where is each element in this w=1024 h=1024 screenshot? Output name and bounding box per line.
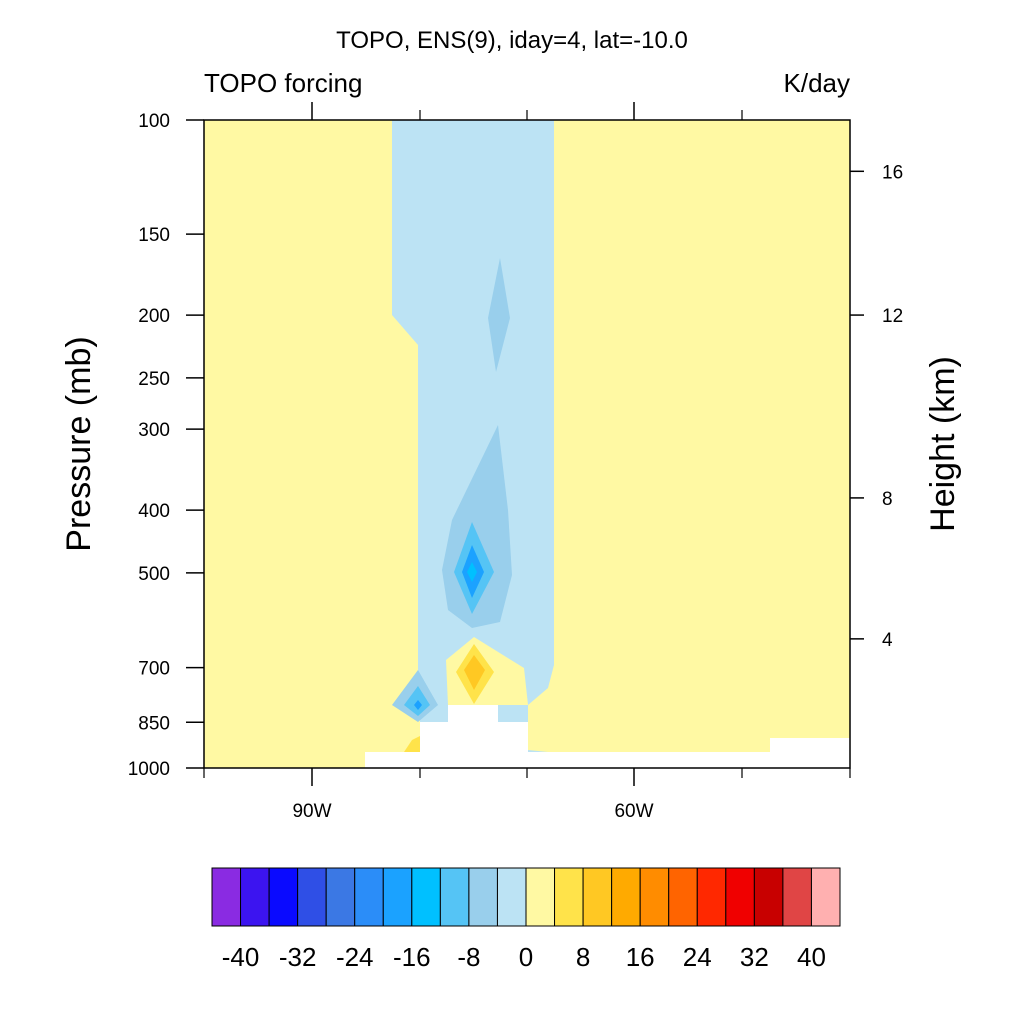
x-tick-label: 90W: [292, 801, 331, 822]
colorbar-swatch: [468, 867, 498, 927]
surface-positive-patch: [404, 736, 420, 752]
plot-area: [203, 119, 851, 769]
colorbar-label: 24: [683, 942, 712, 972]
colorbar-swatch: [268, 867, 299, 927]
colorbar-swatch: [668, 867, 698, 927]
colorbar-swatch: [211, 867, 242, 927]
y-tick-label: 100: [138, 111, 170, 132]
x-axis: 90W 60W: [203, 102, 851, 822]
y-tick-label: 400: [138, 501, 170, 522]
topography-mask: [365, 705, 850, 768]
colorbar-label: -24: [336, 942, 374, 972]
colorbar-swatch: [554, 867, 584, 927]
colorbar-label: 0: [519, 942, 533, 972]
low-maximum: [464, 655, 485, 690]
y-axis-label: Pressure (mb): [60, 336, 98, 551]
colorbar-swatch: [582, 867, 613, 927]
height-axis: 16 12 8 4: [850, 162, 903, 651]
low-minimum: [414, 700, 422, 710]
colorbar-swatch: [639, 867, 670, 927]
negative-band: [392, 120, 554, 752]
height-tick-label: 16: [882, 162, 903, 183]
colorbar-swatch: [240, 867, 270, 927]
colorbar-label: -16: [393, 942, 431, 972]
colorbar-label: 16: [626, 942, 655, 972]
colorbar-swatch: [297, 867, 327, 927]
y-tick-label: 500: [138, 564, 170, 585]
y-tick-label: 700: [138, 659, 170, 680]
colorbar-swatch: [810, 867, 841, 927]
colorbar-swatch: [354, 867, 384, 927]
units-subtitle: K/day: [784, 68, 851, 98]
y-tick-label: 150: [138, 225, 170, 246]
colorbar-swatch: [411, 867, 441, 927]
left-subtitle: TOPO forcing: [204, 68, 362, 98]
y-tick-label: 850: [138, 713, 170, 734]
height-tick-label: 4: [882, 630, 893, 651]
colorbar-swatch: [753, 867, 784, 927]
height-tick-label: 8: [882, 489, 893, 510]
colorbar-swatch: [325, 867, 356, 927]
y-tick-label: 250: [138, 369, 170, 390]
right-axis-label: Height (km): [924, 356, 962, 532]
colorbar-label: 8: [576, 942, 590, 972]
colorbar-swatch: [611, 867, 641, 927]
midlevel-minimum: [467, 562, 477, 582]
y-tick-label: 300: [138, 420, 170, 441]
colorbar-swatch: [496, 867, 527, 927]
colorbar-label: -32: [279, 942, 317, 972]
chart-title: TOPO, ENS(9), iday=4, lat=-10.0: [336, 27, 688, 54]
colorbar-label: 40: [797, 942, 826, 972]
colorbar-label: 32: [740, 942, 769, 972]
colorbar-label: -8: [457, 942, 480, 972]
height-tick-label: 12: [882, 306, 903, 327]
colorbar-swatch: [696, 867, 727, 927]
y-axis: 100 150 200 250 300 400 500 700 850 1000: [128, 111, 204, 780]
colorbar-swatch: [525, 867, 556, 927]
colorbar-swatch: [782, 867, 812, 927]
colorbar: -40 -32 -24 -16 -8 0 8 16 24 32 40: [211, 867, 841, 972]
upper-minimum: [488, 258, 510, 372]
low-minimum-core: [404, 686, 430, 716]
colorbar-swatch: [439, 867, 470, 927]
y-tick-label: 1000: [128, 759, 170, 780]
x-tick-label: 60W: [614, 801, 653, 822]
colorbar-swatch: [725, 867, 755, 927]
y-tick-label: 200: [138, 306, 170, 327]
colorbar-label: -40: [222, 942, 260, 972]
colorbar-swatch: [382, 867, 413, 927]
